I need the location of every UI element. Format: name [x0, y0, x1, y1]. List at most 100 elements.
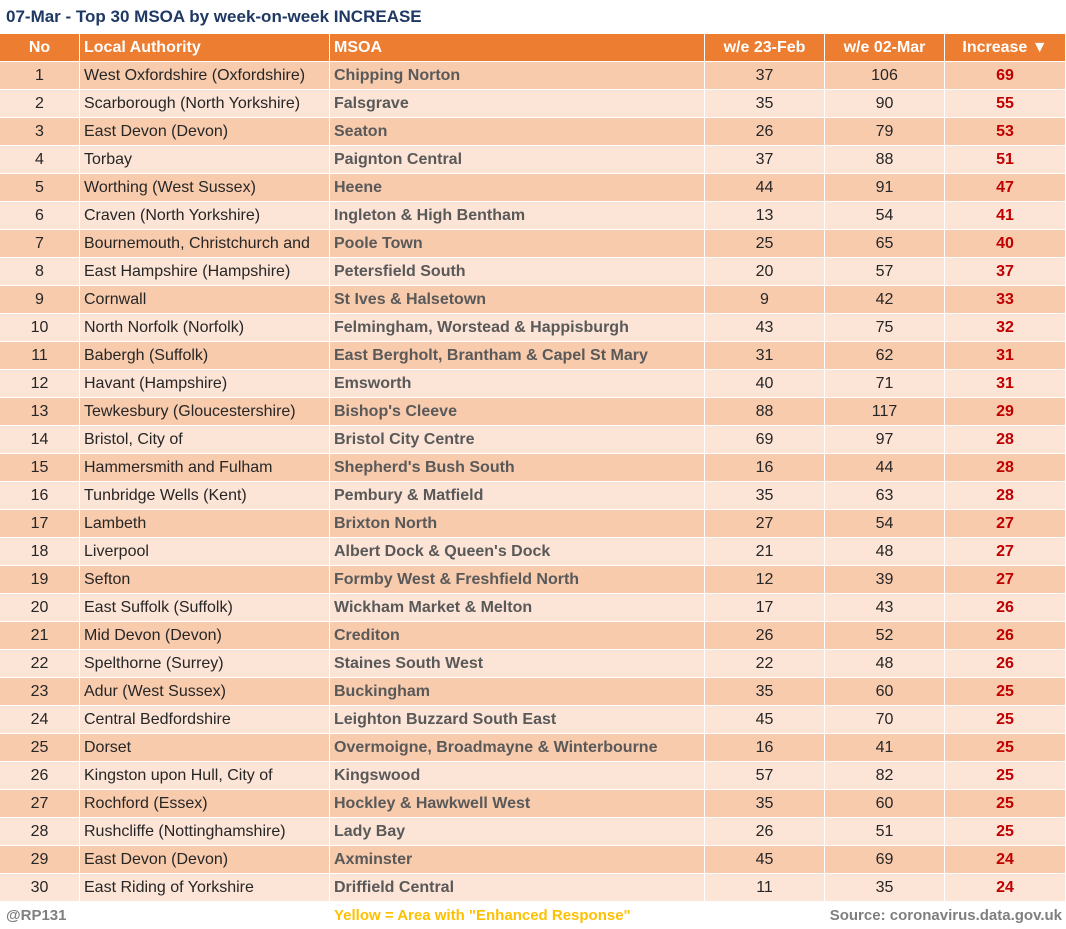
header-cell: No [0, 34, 80, 62]
table: No Local Authority MSOA w/e 23-Feb w/e 02-Ma… [0, 34, 1066, 902]
msoa: Petersfield South [330, 258, 705, 286]
week-1: 35 [705, 790, 825, 818]
msoa: Wickham Market & Melton [330, 594, 705, 622]
week-1: 27 [705, 510, 825, 538]
header-row: No Local Authority MSOA w/e 23-Feb w/e 02-Ma… [0, 34, 1066, 62]
week-1: 21 [705, 538, 825, 566]
table-row: 22 Spelthorne (Surrey) Staines South West 2… [0, 650, 1066, 678]
row-number: 25 [0, 734, 80, 762]
local-authority: Sefton [80, 566, 330, 594]
week-1: 26 [705, 818, 825, 846]
local-authority: East Devon (Devon) [80, 846, 330, 874]
table-row: 2 Scarborough (North Yorkshire) Falsgrave 3… [0, 90, 1066, 118]
week-2: 88 [825, 146, 945, 174]
increase: 26 [945, 650, 1066, 678]
msoa: Bishop's Cleeve [330, 398, 705, 426]
row-number: 18 [0, 538, 80, 566]
msoa: Axminster [330, 846, 705, 874]
local-authority: Dorset [80, 734, 330, 762]
header-cell: MSOA [330, 34, 705, 62]
week-2: 42 [825, 286, 945, 314]
msoa: Poole Town [330, 230, 705, 258]
week-2: 69 [825, 846, 945, 874]
local-authority: West Oxfordshire (Oxfordshire) [80, 62, 330, 90]
msoa: Brixton North [330, 510, 705, 538]
week-2: 35 [825, 874, 945, 902]
week-2: 70 [825, 706, 945, 734]
week-1: 45 [705, 706, 825, 734]
week-2: 54 [825, 202, 945, 230]
increase: 31 [945, 342, 1066, 370]
msoa: Pembury & Matfield [330, 482, 705, 510]
week-2: 60 [825, 678, 945, 706]
increase: 25 [945, 790, 1066, 818]
week-2: 65 [825, 230, 945, 258]
week-2: 62 [825, 342, 945, 370]
increase: 25 [945, 678, 1066, 706]
week-1: 88 [705, 398, 825, 426]
week-1: 20 [705, 258, 825, 286]
row-number: 29 [0, 846, 80, 874]
week-2: 44 [825, 454, 945, 482]
msoa: Kingswood [330, 762, 705, 790]
week-2: 51 [825, 818, 945, 846]
week-1: 43 [705, 314, 825, 342]
row-number: 21 [0, 622, 80, 650]
local-authority: East Devon (Devon) [80, 118, 330, 146]
week-2: 60 [825, 790, 945, 818]
table-row: 10 North Norfolk (Norfolk) Felmingham, Wor… [0, 314, 1066, 342]
week-1: 45 [705, 846, 825, 874]
table-row: 3 East Devon (Devon) Seaton 26 79 53 [0, 118, 1066, 146]
row-number: 16 [0, 482, 80, 510]
week-1: 35 [705, 678, 825, 706]
row-number: 6 [0, 202, 80, 230]
table-row: 14 Bristol, City of Bristol City Centre 69 9… [0, 426, 1066, 454]
table-row: 23 Adur (West Sussex) Buckingham 35 60 25 [0, 678, 1066, 706]
msoa: Crediton [330, 622, 705, 650]
local-authority: Mid Devon (Devon) [80, 622, 330, 650]
title: 07-Mar - Top 30 MSOA by week-on-week INC… [6, 7, 422, 26]
header-cell: w/e 23-Feb [705, 34, 825, 62]
week-1: 37 [705, 62, 825, 90]
increase: 28 [945, 454, 1066, 482]
msoa: Falsgrave [330, 90, 705, 118]
row-number: 17 [0, 510, 80, 538]
table-row: 5 Worthing (West Sussex) Heene 44 91 47 [0, 174, 1066, 202]
week-1: 40 [705, 370, 825, 398]
row-number: 3 [0, 118, 80, 146]
local-authority: North Norfolk (Norfolk) [80, 314, 330, 342]
credit: @RP131 [6, 907, 67, 924]
msoa: Seaton [330, 118, 705, 146]
row-number: 27 [0, 790, 80, 818]
week-1: 16 [705, 734, 825, 762]
row-number: 22 [0, 650, 80, 678]
footer: @RP131 Yellow = Area with "Enhanced Resp… [0, 902, 1066, 929]
table-row: 6 Craven (North Yorkshire) Ingleton & High… [0, 202, 1066, 230]
local-authority: Lambeth [80, 510, 330, 538]
increase: 28 [945, 482, 1066, 510]
row-number: 4 [0, 146, 80, 174]
table-row: 12 Havant (Hampshire) Emsworth 40 71 31 [0, 370, 1066, 398]
local-authority: East Hampshire (Hampshire) [80, 258, 330, 286]
week-2: 48 [825, 650, 945, 678]
increase: 51 [945, 146, 1066, 174]
table-row: 1 West Oxfordshire (Oxfordshire) Chipping … [0, 62, 1066, 90]
row-number: 7 [0, 230, 80, 258]
increase: 27 [945, 566, 1066, 594]
increase: 69 [945, 62, 1066, 90]
table-row: 19 Sefton Formby West & Freshfield North 12… [0, 566, 1066, 594]
table-row: 28 Rushcliffe (Nottinghamshire) Lady Bay 26… [0, 818, 1066, 846]
week-2: 39 [825, 566, 945, 594]
increase: 31 [945, 370, 1066, 398]
week-1: 12 [705, 566, 825, 594]
local-authority: Rushcliffe (Nottinghamshire) [80, 818, 330, 846]
local-authority: Scarborough (North Yorkshire) [80, 90, 330, 118]
week-2: 63 [825, 482, 945, 510]
row-number: 24 [0, 706, 80, 734]
row-number: 13 [0, 398, 80, 426]
table-row: 16 Tunbridge Wells (Kent) Pembury & Matfie… [0, 482, 1066, 510]
week-1: 25 [705, 230, 825, 258]
increase: 41 [945, 202, 1066, 230]
row-number: 5 [0, 174, 80, 202]
